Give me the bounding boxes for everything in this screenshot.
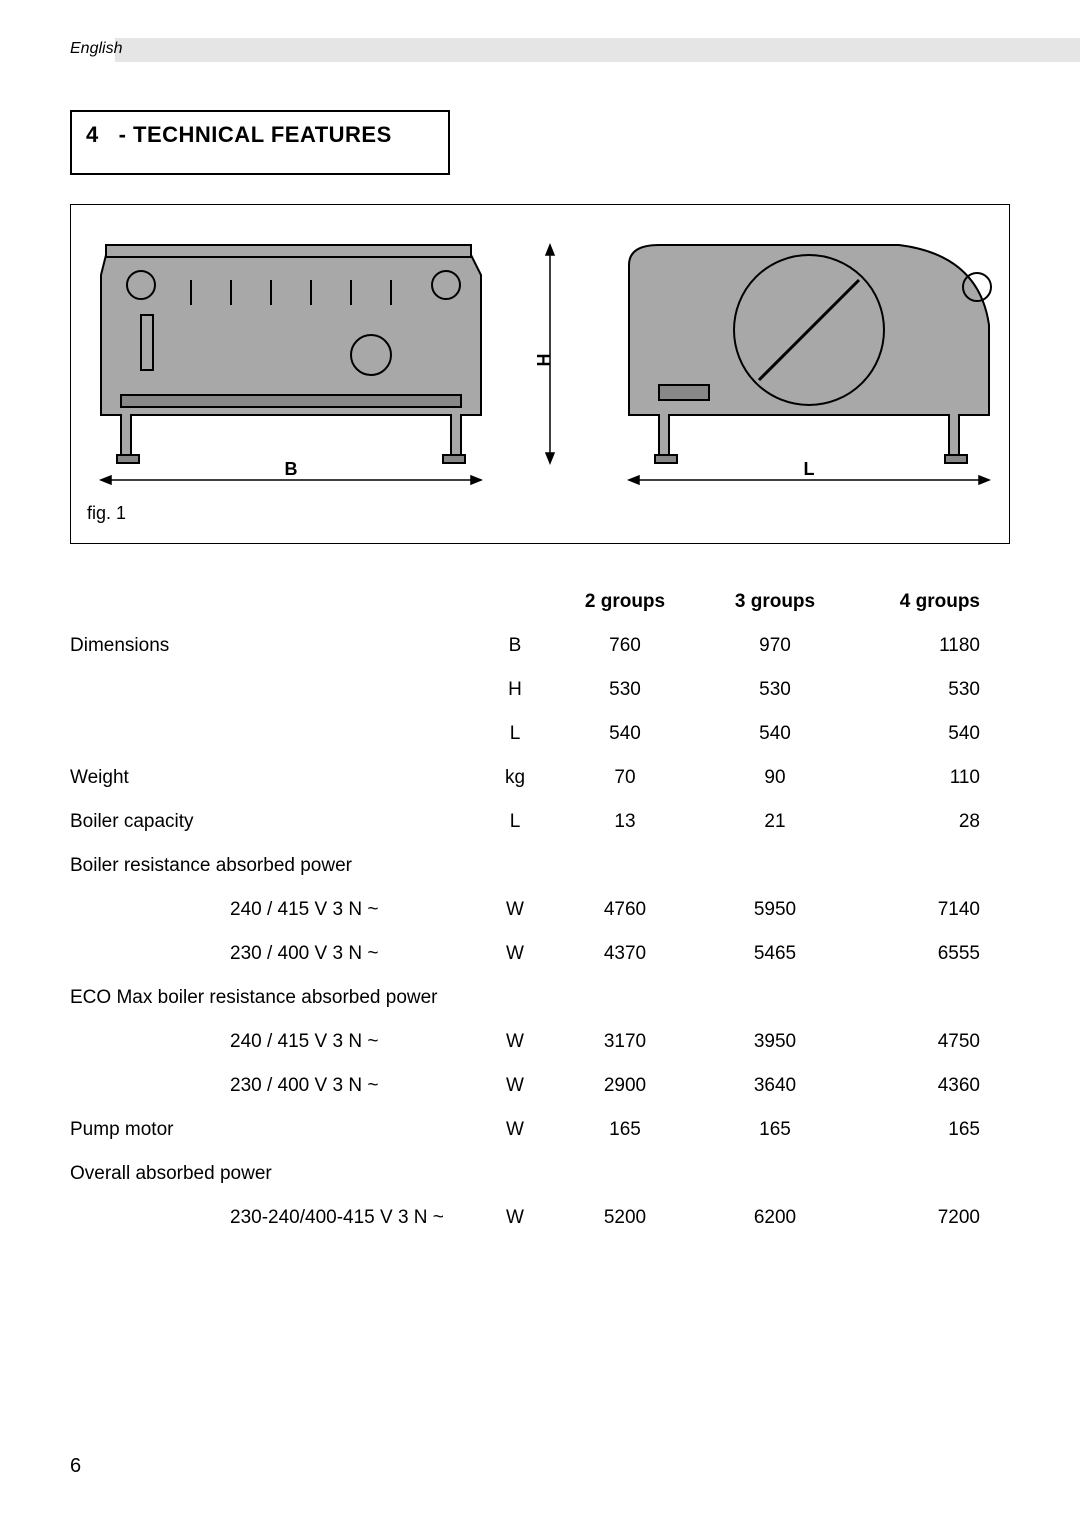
row-val-4g: 1180 (850, 635, 990, 657)
row-val-3g: 3640 (700, 1075, 850, 1097)
row-val-4g: 4360 (850, 1075, 990, 1097)
row-val-2g: 70 (550, 767, 700, 789)
table-row: ECO Max boiler resistance absorbed power (70, 976, 1010, 1020)
table-header-row: 2 groups 3 groups 4 groups (70, 580, 1010, 624)
row-val-2g: 540 (550, 723, 700, 745)
row-val-3g: 5465 (700, 943, 850, 965)
row-label: Dimensions (70, 635, 220, 657)
row-unit: L (480, 723, 550, 745)
row-val-3g: 5950 (700, 899, 850, 921)
row-sublabel: 230-240/400-415 V 3 N ~ (220, 1207, 480, 1229)
col-header-2g: 2 groups (550, 591, 700, 613)
table-row: Weight kg7090110 (70, 756, 1010, 800)
row-label: Weight (70, 767, 220, 789)
row-val-2g: 3170 (550, 1031, 700, 1053)
table-row: Boiler capacity L132128 (70, 800, 1010, 844)
machine-front-icon: B (81, 215, 501, 495)
row-val-3g: 6200 (700, 1207, 850, 1229)
dim-l-label: L (804, 459, 815, 479)
row-sublabel: 230 / 400 V 3 N ~ (220, 1075, 480, 1097)
section-title-box: 4 - TECHNICAL FEATURES (70, 110, 450, 175)
row-unit: W (480, 1031, 550, 1053)
row-val-2g: 4760 (550, 899, 700, 921)
row-val-2g: 4370 (550, 943, 700, 965)
machine-side-icon: L (599, 215, 999, 495)
row-label: Boiler capacity (70, 811, 220, 833)
table-row: Boiler resistance absorbed power (70, 844, 1010, 888)
row-val-4g: 28 (850, 811, 990, 833)
row-unit: L (480, 811, 550, 833)
row-val-4g: 6555 (850, 943, 990, 965)
table-row: Dimensions B7609701180 (70, 624, 1010, 668)
col-header-3g: 3 groups (700, 591, 850, 613)
table-row: 240 / 415 V 3 N ~W317039504750 (70, 1020, 1010, 1064)
row-val-4g: 7140 (850, 899, 990, 921)
row-val-4g: 7200 (850, 1207, 990, 1229)
row-label: ECO Max boiler resistance absorbed power (70, 987, 480, 1009)
figure-svg-wrap: B H (81, 215, 999, 495)
row-val-2g: 13 (550, 811, 700, 833)
header-bar (115, 38, 1080, 62)
dim-h-icon: H (530, 215, 570, 495)
row-unit: W (480, 1207, 550, 1229)
row-val-3g: 21 (700, 811, 850, 833)
col-header-4g: 4 groups (850, 591, 990, 613)
row-sublabel: 240 / 415 V 3 N ~ (220, 1031, 480, 1053)
row-val-2g: 165 (550, 1119, 700, 1141)
row-unit: kg (480, 767, 550, 789)
row-sublabel: 230 / 400 V 3 N ~ (220, 943, 480, 965)
row-val-3g: 3950 (700, 1031, 850, 1053)
svg-text:H: H (534, 354, 554, 367)
table-body: DimensionsB7609701180H530530530L54054054… (70, 624, 1010, 1240)
row-label: Overall absorbed power (70, 1163, 480, 1185)
table-row: Overall absorbed power (70, 1152, 1010, 1196)
language-label: English (70, 40, 122, 58)
row-unit: W (480, 1119, 550, 1141)
section-title: 4 - TECHNICAL FEATURES (86, 122, 392, 148)
row-val-3g: 540 (700, 723, 850, 745)
row-val-4g: 530 (850, 679, 990, 701)
page-number: 6 (70, 1455, 81, 1478)
row-val-3g: 530 (700, 679, 850, 701)
figure-box: B H (70, 204, 1010, 544)
row-unit: W (480, 1075, 550, 1097)
row-val-4g: 4750 (850, 1031, 990, 1053)
table-row: H530530530 (70, 668, 1010, 712)
row-label: Pump motor (70, 1119, 220, 1141)
table-row: 240 / 415 V 3 N ~W476059507140 (70, 888, 1010, 932)
row-val-3g: 90 (700, 767, 850, 789)
row-val-4g: 110 (850, 767, 990, 789)
row-val-2g: 530 (550, 679, 700, 701)
row-val-2g: 5200 (550, 1207, 700, 1229)
table-row: L540540540 (70, 712, 1010, 756)
table-row: 230-240/400-415 V 3 N ~W520062007200 (70, 1196, 1010, 1240)
row-val-3g: 970 (700, 635, 850, 657)
row-unit: W (480, 943, 550, 965)
row-val-2g: 2900 (550, 1075, 700, 1097)
row-val-3g: 165 (700, 1119, 850, 1141)
table-row: 230 / 400 V 3 N ~W290036404360 (70, 1064, 1010, 1108)
table-row: 230 / 400 V 3 N ~W437054656555 (70, 932, 1010, 976)
dim-b-label: B (285, 459, 298, 479)
row-label: Boiler resistance absorbed power (70, 855, 480, 877)
row-val-4g: 165 (850, 1119, 990, 1141)
spec-table: 2 groups 3 groups 4 groups Dimensions B76… (70, 580, 1010, 1240)
row-unit: W (480, 899, 550, 921)
row-val-2g: 760 (550, 635, 700, 657)
row-unit: H (480, 679, 550, 701)
row-unit: B (480, 635, 550, 657)
table-row: Pump motorW165165165 (70, 1108, 1010, 1152)
row-sublabel: 240 / 415 V 3 N ~ (220, 899, 480, 921)
figure-caption: fig. 1 (87, 503, 999, 524)
row-val-4g: 540 (850, 723, 990, 745)
